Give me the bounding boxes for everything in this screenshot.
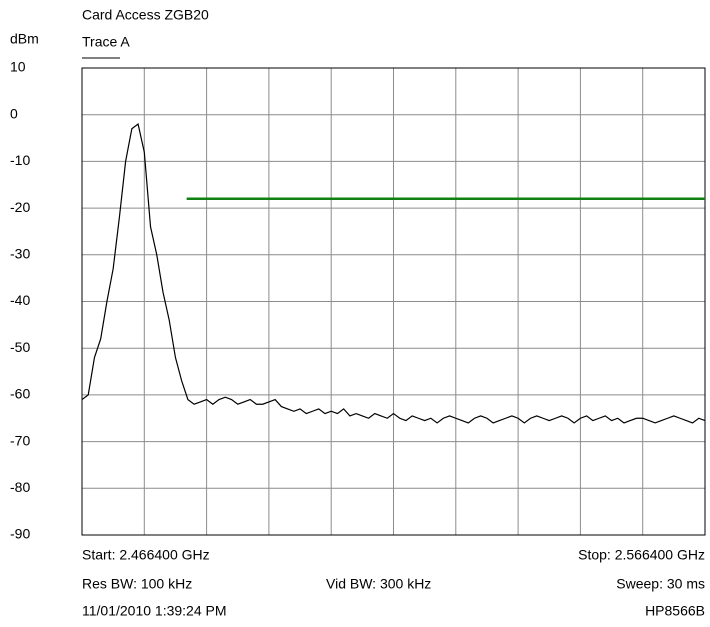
footer-instrument: HP8566B bbox=[645, 603, 705, 619]
y-tick-label: 10 bbox=[10, 59, 26, 75]
y-tick-label: 0 bbox=[10, 105, 18, 121]
footer-vid-bw: Vid BW: 300 kHz bbox=[326, 576, 431, 592]
footer-start: Start: 2.466400 GHz bbox=[82, 547, 210, 563]
plot-border bbox=[81, 67, 706, 536]
footer-sweep: Sweep: 30 ms bbox=[616, 576, 705, 592]
y-tick-label: -10 bbox=[10, 152, 30, 168]
y-tick-label: -90 bbox=[10, 526, 30, 542]
footer-stop: Stop: 2.566400 GHz bbox=[578, 547, 705, 563]
footer-res-bw: Res BW: 100 kHz bbox=[82, 576, 192, 592]
y-axis-label: dBm bbox=[10, 31, 39, 47]
chart-title: Card Access ZGB20 bbox=[82, 7, 209, 23]
trace-line bbox=[81, 123, 706, 424]
y-tick-label: -20 bbox=[10, 199, 30, 215]
y-tick-label: -70 bbox=[10, 432, 30, 448]
y-tick-label: -50 bbox=[10, 339, 30, 355]
y-tick-label: -30 bbox=[10, 246, 30, 262]
y-tick-label: -80 bbox=[10, 479, 30, 495]
y-tick-label: -60 bbox=[10, 386, 30, 402]
legend-label: Trace A bbox=[82, 34, 130, 50]
y-tick-label: -40 bbox=[10, 292, 30, 308]
footer-timestamp: 11/01/2010 1:39:24 PM bbox=[82, 603, 227, 619]
